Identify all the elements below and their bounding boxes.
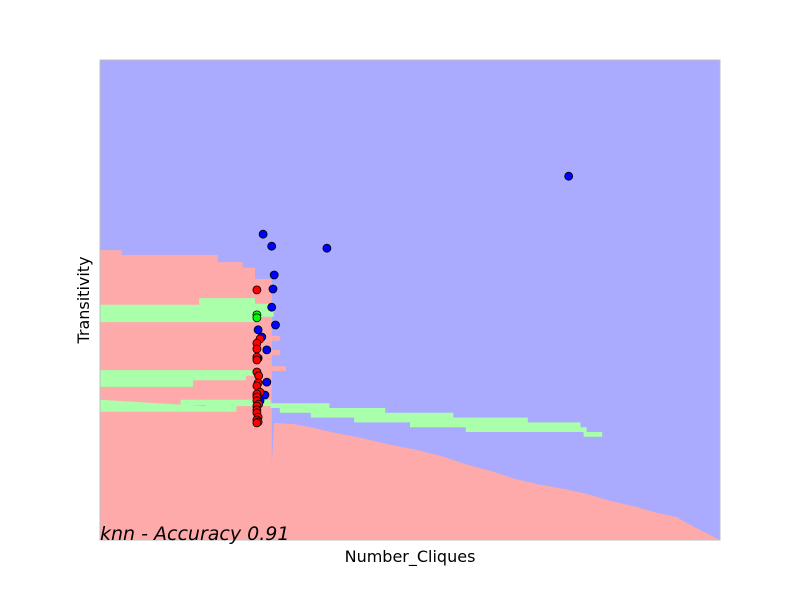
y-axis-label: Transitivity — [74, 256, 93, 344]
decision-region-red — [100, 250, 720, 540]
plot-frame — [99, 59, 721, 541]
data-point-blue — [267, 241, 277, 251]
decision-region-green — [100, 370, 255, 387]
decision-regions — [100, 250, 720, 540]
data-point-blue — [268, 284, 278, 294]
data-point-blue — [564, 171, 574, 181]
data-point-red — [254, 371, 264, 381]
data-point-blue — [269, 270, 279, 280]
data-point-blue — [262, 345, 272, 355]
data-point-blue — [271, 320, 280, 330]
data-point-red — [252, 285, 262, 295]
decision-region-red — [100, 390, 206, 406]
decision-region-red — [236, 366, 286, 371]
data-point-red — [252, 355, 262, 365]
data-point-blue — [322, 243, 332, 253]
decision-region-red — [100, 349, 280, 366]
accuracy-annotation: knn - Accuracy 0.91 — [100, 523, 289, 545]
x-axis-label: Number_Cliques — [345, 547, 476, 567]
data-point-blue — [267, 302, 277, 312]
data-point-red — [252, 344, 262, 354]
data-point-blue — [262, 377, 272, 387]
data-point-blue — [253, 325, 263, 335]
data-point-blue — [258, 229, 268, 239]
decision-region-green — [100, 399, 271, 412]
decision-region-green — [100, 298, 274, 323]
data-points — [252, 171, 574, 428]
decision-region-red — [205, 336, 280, 341]
data-point-red — [252, 418, 262, 428]
decision-region-green — [270, 403, 603, 437]
data-point-green — [252, 313, 262, 323]
